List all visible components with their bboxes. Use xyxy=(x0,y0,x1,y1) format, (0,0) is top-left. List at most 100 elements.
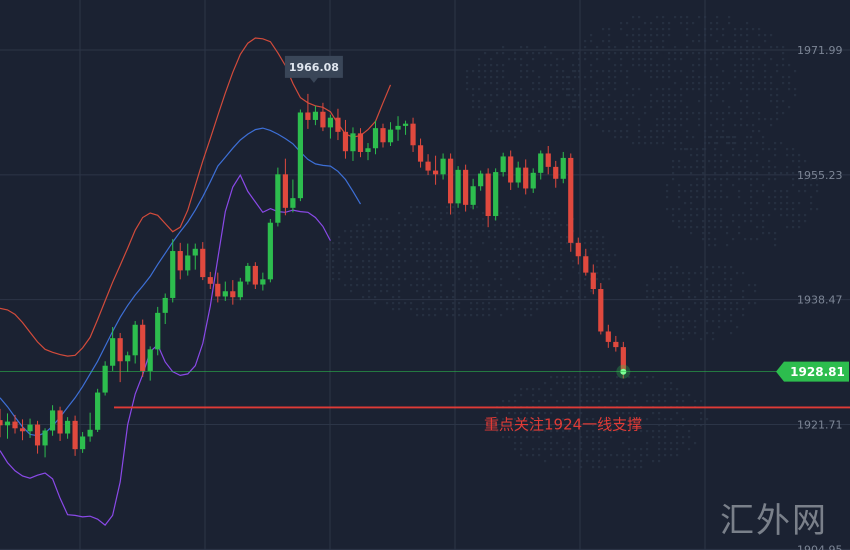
candle-body xyxy=(72,420,78,450)
candle-body xyxy=(117,338,123,362)
candles xyxy=(0,93,631,458)
candle xyxy=(177,242,183,280)
candle-body xyxy=(455,169,461,204)
candle-body xyxy=(132,324,138,356)
candle-body xyxy=(380,128,386,143)
candle xyxy=(64,417,71,439)
candle xyxy=(260,272,266,291)
lower-band-line xyxy=(0,173,331,526)
candle xyxy=(500,152,506,177)
price-levels xyxy=(0,371,850,409)
candle xyxy=(448,153,454,215)
upper-band-line xyxy=(0,37,392,357)
candle-body xyxy=(57,410,63,434)
support-annotation: 重点关注1924一线支撑 xyxy=(484,415,642,433)
candle-body xyxy=(275,174,281,223)
candle xyxy=(19,419,26,441)
candle-body xyxy=(523,167,529,189)
candle-body xyxy=(448,158,454,204)
candle-body xyxy=(545,153,551,167)
current-price-text: 1928.81 xyxy=(790,365,845,379)
candle xyxy=(312,105,319,126)
candle-body xyxy=(267,222,273,280)
candle-body xyxy=(575,242,581,257)
candle xyxy=(185,243,191,276)
candle xyxy=(117,332,123,383)
candle-body xyxy=(410,123,416,146)
dot-cluster xyxy=(566,16,797,151)
candle-body xyxy=(320,111,326,128)
candle-body xyxy=(305,112,311,120)
candle-body xyxy=(350,133,356,152)
y-tick-label: 1921.71 xyxy=(797,419,843,432)
bollinger-bands xyxy=(0,37,392,526)
candle-body xyxy=(297,112,303,199)
candle xyxy=(395,116,401,141)
candle-body xyxy=(327,117,334,128)
candle-body xyxy=(282,174,288,208)
candle xyxy=(282,158,288,216)
candle-body xyxy=(560,157,566,179)
candle xyxy=(560,151,566,184)
candle xyxy=(515,161,521,188)
candle-body xyxy=(583,256,589,273)
candle xyxy=(87,412,93,442)
candle-body xyxy=(620,347,626,372)
candle xyxy=(72,415,78,456)
candle xyxy=(470,178,476,210)
candle-body xyxy=(12,421,18,429)
candle-body xyxy=(357,133,364,152)
candle xyxy=(245,262,251,285)
candle-body xyxy=(417,145,424,162)
candle xyxy=(0,408,3,438)
candle xyxy=(215,272,221,303)
candle-body xyxy=(508,156,514,183)
candle-body xyxy=(342,131,349,152)
y-tick-label: 1955.23 xyxy=(797,169,843,182)
candle-body xyxy=(140,324,146,371)
candle xyxy=(132,321,138,364)
candle-body xyxy=(230,291,236,298)
candle-body xyxy=(605,331,611,342)
candle xyxy=(478,170,484,191)
candle xyxy=(297,109,303,202)
candle-body xyxy=(42,430,48,446)
candle xyxy=(613,335,619,352)
candle xyxy=(320,102,326,132)
peak-price-text: 1966.08 xyxy=(289,61,339,74)
candle-body xyxy=(80,436,86,450)
candle xyxy=(327,114,334,139)
candle xyxy=(590,264,596,295)
candle-body xyxy=(252,265,258,285)
candle-body xyxy=(372,128,379,149)
candle xyxy=(230,280,236,305)
candle xyxy=(110,327,116,371)
candle-body xyxy=(237,281,243,298)
candle xyxy=(335,108,341,141)
candle-body xyxy=(200,248,206,278)
candle-body xyxy=(49,410,56,431)
candle-body xyxy=(470,186,476,205)
candle xyxy=(42,428,48,458)
candle xyxy=(387,122,394,147)
dot-cluster xyxy=(466,46,577,139)
candle xyxy=(49,405,56,436)
candle xyxy=(222,281,228,301)
candle xyxy=(575,237,581,265)
candle-body xyxy=(395,125,401,130)
candle-body xyxy=(500,156,506,173)
y-tick-label: 1938.47 xyxy=(797,294,843,307)
candle xyxy=(545,146,551,175)
candle xyxy=(162,293,168,325)
peak-price-label: 1966.08 xyxy=(284,55,343,83)
candle-body xyxy=(312,111,319,120)
dot-cluster xyxy=(326,206,617,317)
watermark: 汇外网 xyxy=(720,501,828,541)
candle-body xyxy=(425,161,431,171)
candle-body xyxy=(95,392,101,430)
candle-body xyxy=(387,129,394,143)
candle xyxy=(200,242,206,281)
candle xyxy=(380,123,386,148)
